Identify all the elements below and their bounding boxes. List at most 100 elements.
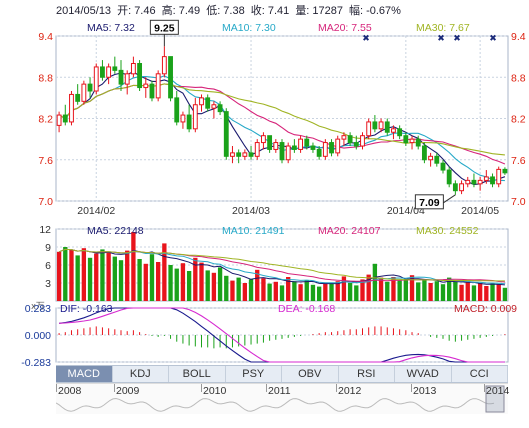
header-high: 7.49 (178, 5, 201, 17)
candle-body (149, 83, 155, 99)
volume-bar (248, 279, 254, 301)
tab-cci[interactable]: CCI (452, 366, 508, 382)
volume-bar (193, 257, 198, 301)
volume-bar (341, 276, 347, 301)
price-tick-label-left: 7.6 (38, 155, 53, 167)
volume-bar (292, 281, 297, 301)
year-history-line (56, 397, 495, 412)
candle-body (236, 152, 242, 157)
volume-bar (273, 281, 278, 301)
macd-legend-dif: DIF: -0.163 (60, 303, 113, 315)
event-marker-icon: ✖ (362, 33, 370, 43)
year-navigator[interactable]: 2008 2009 2010 2011 2012 2013 2014 (56, 383, 509, 414)
header-close: 7.41 (267, 5, 290, 17)
volume-bar (447, 277, 452, 301)
max-price-label-box (149, 19, 179, 35)
candle-body (87, 83, 93, 92)
candle-body (168, 56, 173, 99)
volume-bar (63, 247, 68, 301)
volume-bar (354, 285, 359, 301)
volume-bar (162, 243, 167, 301)
candle-body (403, 135, 409, 144)
macd-legend-dea: DEA: -0.168 (278, 303, 335, 315)
candle-body (316, 148, 322, 157)
volume-bar (416, 282, 421, 301)
tab-kdj[interactable]: KDJ (113, 366, 169, 382)
tab-obv[interactable]: OBV (282, 366, 339, 382)
volume-bar (69, 250, 74, 301)
year-tick (484, 384, 485, 392)
candle-body (93, 66, 99, 92)
candle-body (267, 135, 273, 150)
price-tick-label-right: 7.6 (511, 155, 526, 167)
candle-body (205, 97, 211, 109)
candle-body (192, 104, 198, 130)
candle-body (335, 138, 341, 154)
candle-body (273, 142, 279, 150)
volume-bar (279, 285, 285, 301)
candle-body (242, 152, 248, 157)
min-price-label: 7.09 (419, 197, 440, 209)
tab-boll[interactable]: BOLL (169, 366, 226, 382)
candle-body (174, 97, 180, 123)
volume-bar (261, 278, 266, 301)
candle-body (384, 121, 390, 133)
volume-bar (397, 280, 402, 301)
macd-legend-macd: MACD: 0.009 (454, 303, 517, 315)
header-change-label: 幅: (349, 5, 364, 17)
ma30-line (58, 83, 505, 156)
price-tick-label-right: 8.2 (511, 114, 526, 126)
volume-bar (211, 272, 217, 301)
volume-bar (118, 260, 124, 301)
volume-bar (267, 283, 272, 301)
year-tick (266, 384, 267, 392)
candle-body (434, 155, 440, 164)
price-tick-label-right: 9.4 (511, 31, 526, 43)
volume-bar (112, 256, 117, 301)
year-label: 2011 (268, 385, 291, 397)
date-tick-label: 2014/05 (461, 205, 499, 217)
candle-body (248, 152, 254, 157)
volume-bar (502, 287, 508, 301)
price-legend-item: MA30: 7.67 (416, 22, 470, 34)
tab-macd[interactable]: MACD (56, 366, 113, 382)
min-price-label-box (414, 194, 444, 210)
volume-bar (459, 284, 464, 301)
year-tick (411, 384, 412, 392)
volume-bar (310, 284, 316, 301)
tab-wvad[interactable]: WVAD (395, 366, 452, 382)
tab-psy[interactable]: PSY (226, 366, 282, 382)
range-selector-handle[interactable] (485, 385, 505, 413)
price-tick-label-left: 8.2 (38, 114, 53, 126)
volume-bar (230, 280, 235, 301)
candle-body (360, 135, 365, 147)
candle-body (446, 169, 452, 185)
volume-bar (100, 249, 105, 301)
header-low-label: 低: (206, 5, 221, 17)
price-tick-label-right: 7.0 (511, 196, 526, 208)
candle-body (56, 114, 62, 126)
date-tick-label: 2014/02 (77, 205, 115, 217)
volume-ma30-line (58, 248, 505, 282)
candle-body (477, 179, 483, 185)
volume-unit-label: x万 (31, 301, 45, 311)
candle-body (452, 183, 458, 192)
tab-rsi[interactable]: RSI (339, 366, 395, 382)
volume-bar (217, 267, 223, 301)
candle-body (217, 104, 223, 113)
volume-bar (286, 277, 291, 301)
candle-body (143, 83, 149, 89)
volume-bar (490, 283, 495, 301)
volume-bar (298, 284, 303, 301)
header-volume-label: 量: (295, 5, 310, 17)
price-legend-item: MA10: 7.30 (222, 22, 276, 34)
candle-body (291, 145, 297, 150)
volume-tick-label: 12 (39, 224, 51, 236)
volume-bar (372, 263, 378, 301)
volume-bar (440, 284, 446, 301)
candle-body (230, 152, 235, 157)
year-label: 2012 (338, 385, 362, 397)
header-low: 7.38 (223, 5, 245, 17)
candle-body (223, 111, 229, 157)
